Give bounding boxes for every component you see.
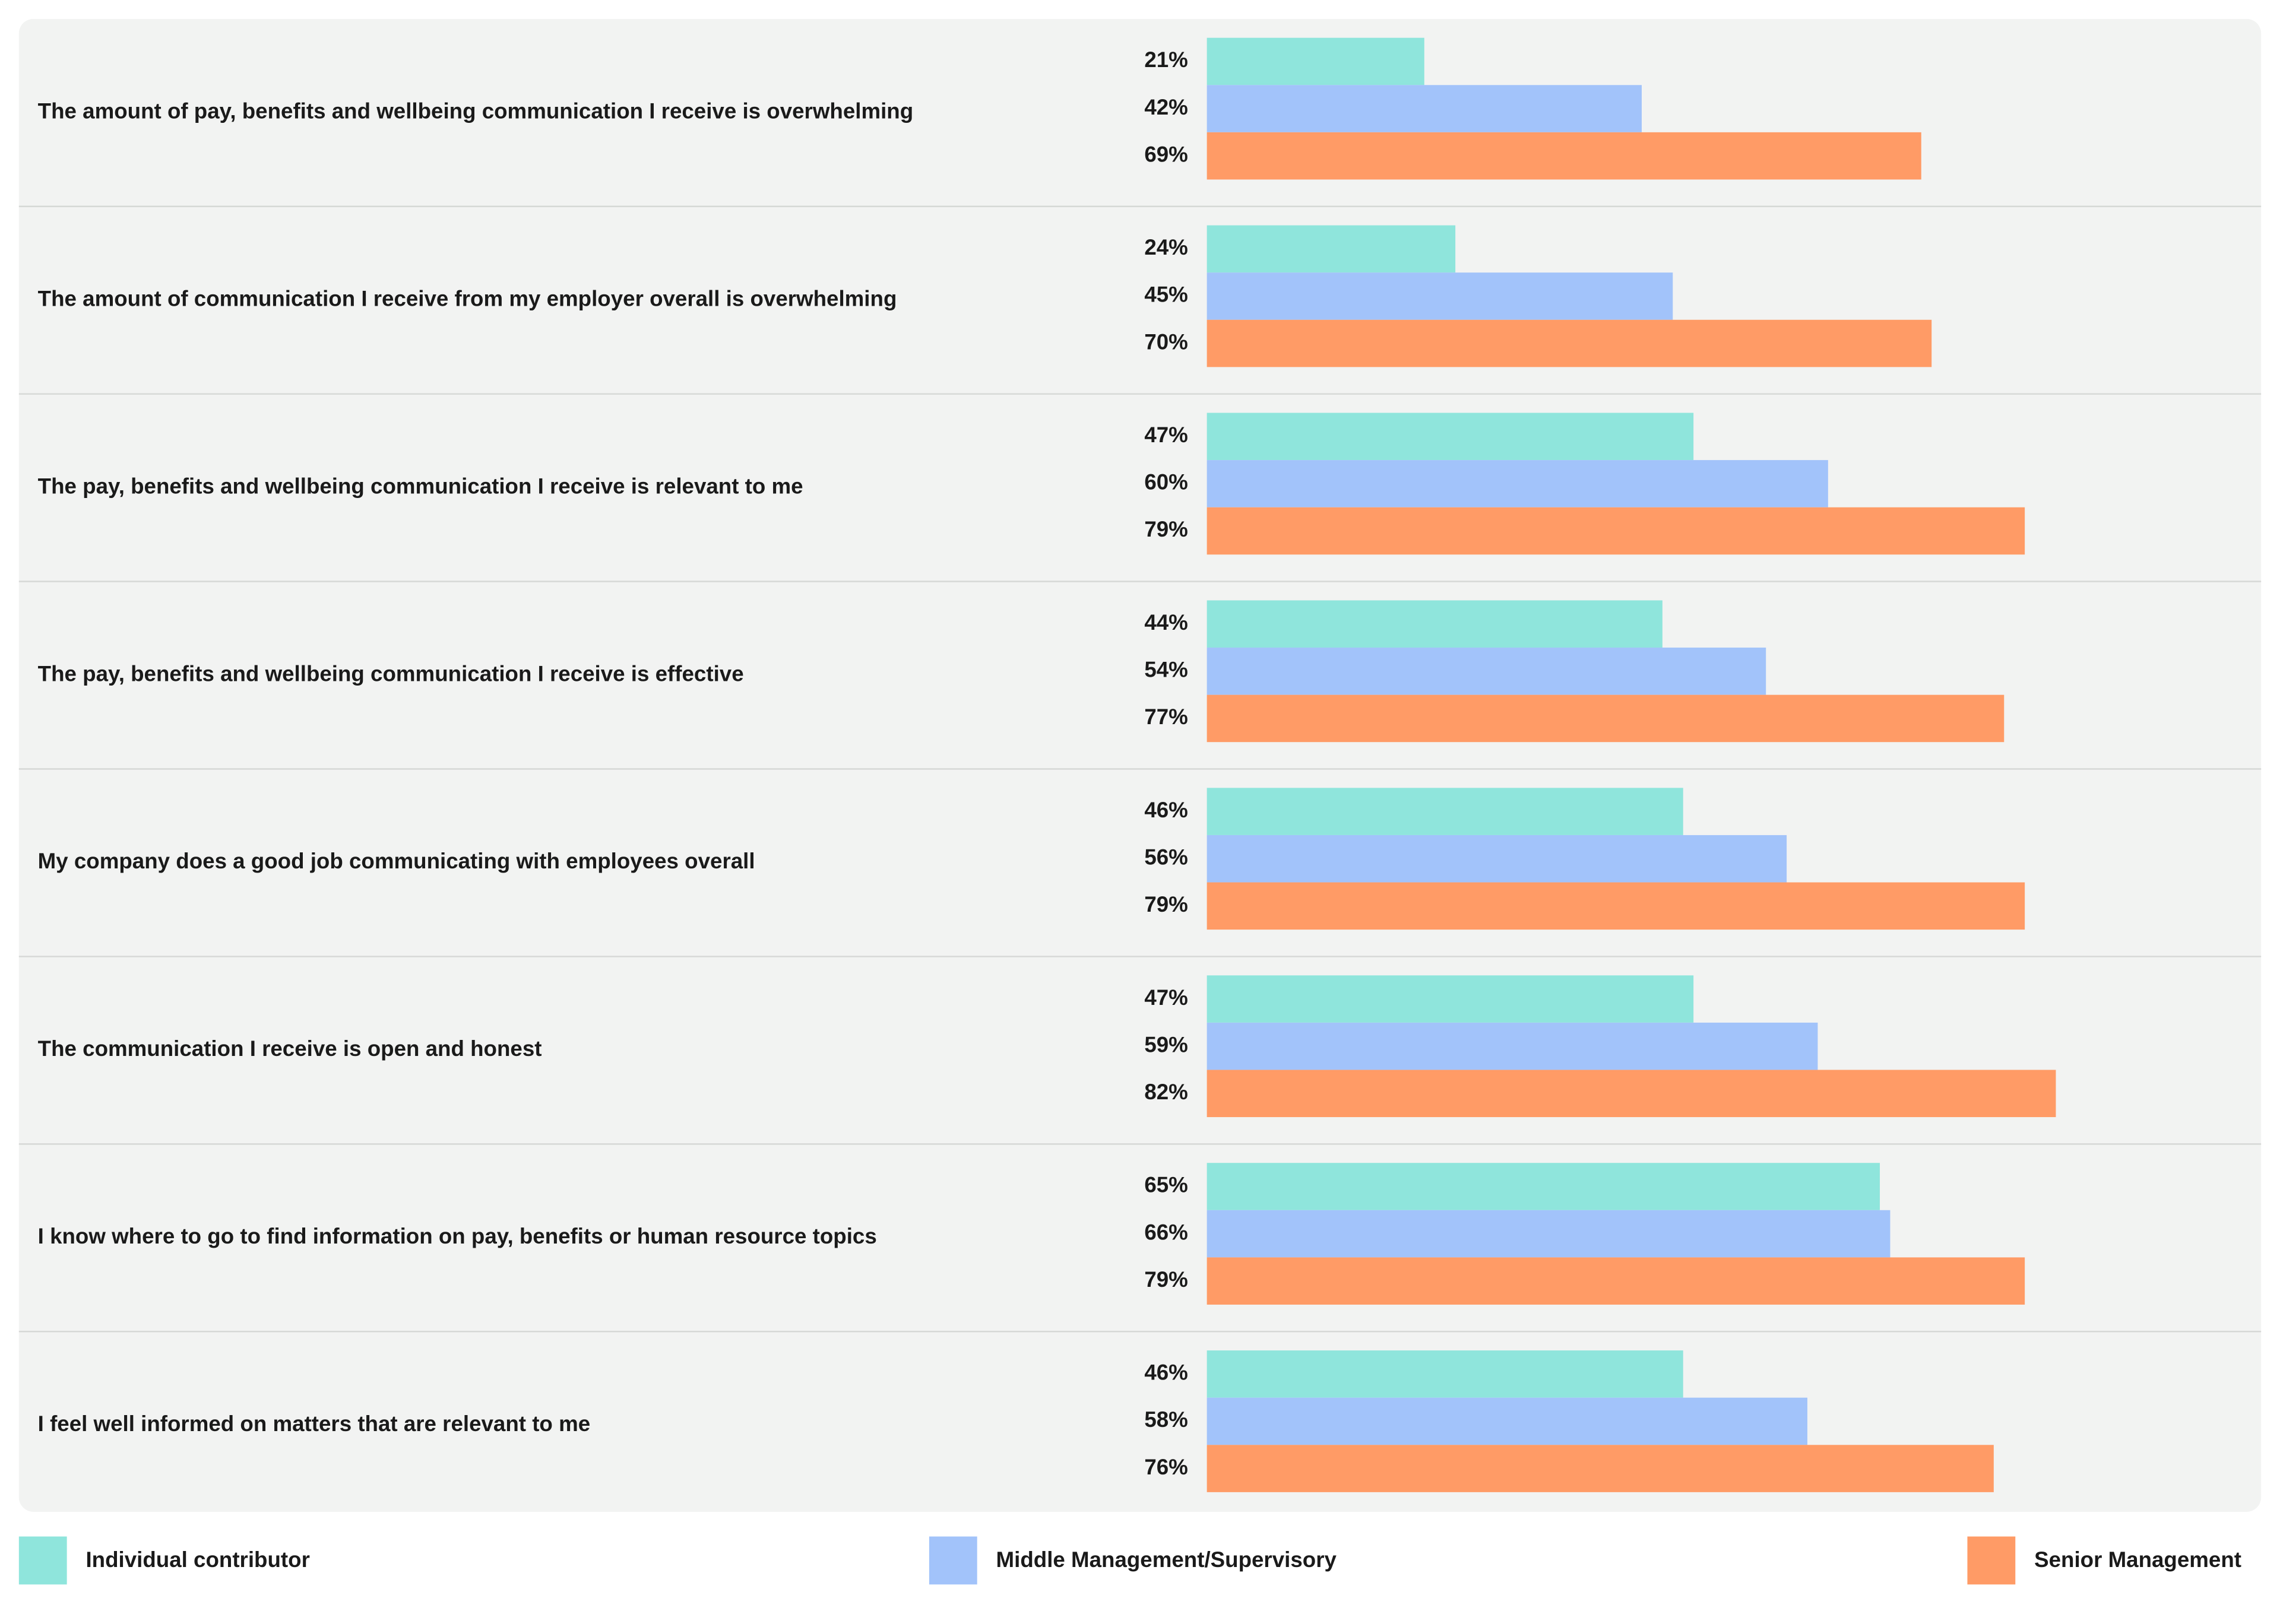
value-label: 21% bbox=[1144, 47, 1188, 72]
value-label: 47% bbox=[1144, 423, 1188, 447]
bar bbox=[1206, 272, 1673, 320]
value-label: 60% bbox=[1144, 470, 1188, 494]
value-label: 79% bbox=[1144, 517, 1188, 541]
category-label: My company does a good job communicating… bbox=[38, 849, 755, 873]
category-label: The amount of communication I receive fr… bbox=[38, 286, 897, 310]
value-label: 59% bbox=[1144, 1032, 1188, 1057]
value-label: 77% bbox=[1144, 705, 1188, 729]
value-label: 66% bbox=[1144, 1220, 1188, 1244]
value-label: 56% bbox=[1144, 845, 1188, 869]
bar bbox=[1206, 835, 1787, 883]
category-label: The pay, benefits and wellbeing communic… bbox=[38, 474, 803, 498]
legend-label: Senior Management bbox=[2034, 1547, 2241, 1572]
bar bbox=[1206, 648, 1766, 695]
category-label: The communication I receive is open and … bbox=[38, 1036, 542, 1061]
category-label: I know where to go to find information o… bbox=[38, 1224, 877, 1248]
bar bbox=[1206, 1210, 1890, 1258]
value-label: 45% bbox=[1144, 283, 1188, 307]
legend-label: Middle Management/Supervisory bbox=[996, 1547, 1337, 1572]
bar bbox=[1206, 37, 1424, 85]
category-label: The pay, benefits and wellbeing communic… bbox=[38, 661, 744, 686]
bar bbox=[1206, 1022, 1818, 1070]
value-label: 47% bbox=[1144, 985, 1188, 1010]
bar bbox=[1206, 788, 1683, 835]
legend-label: Individual contributor bbox=[86, 1547, 309, 1572]
bar bbox=[1206, 694, 2004, 743]
bar bbox=[1206, 460, 1828, 508]
legend-swatch bbox=[929, 1536, 977, 1585]
bar bbox=[1206, 507, 2025, 555]
bar bbox=[1206, 413, 1694, 461]
bar bbox=[1206, 600, 1662, 648]
value-label: 44% bbox=[1144, 610, 1188, 635]
value-label: 58% bbox=[1144, 1407, 1188, 1432]
bar bbox=[1206, 1070, 2056, 1118]
bar bbox=[1206, 1445, 1994, 1492]
value-label: 79% bbox=[1144, 1267, 1188, 1292]
value-label: 82% bbox=[1144, 1080, 1188, 1104]
bar bbox=[1206, 1350, 1683, 1398]
value-label: 69% bbox=[1144, 142, 1188, 166]
bar bbox=[1206, 132, 1921, 180]
value-label: 24% bbox=[1144, 235, 1188, 259]
legend-swatch bbox=[1967, 1536, 2016, 1585]
value-label: 54% bbox=[1144, 658, 1188, 682]
value-label: 65% bbox=[1144, 1173, 1188, 1197]
value-label: 42% bbox=[1144, 95, 1188, 119]
bar bbox=[1206, 225, 1456, 273]
value-label: 76% bbox=[1144, 1455, 1188, 1479]
bar bbox=[1206, 85, 1642, 132]
bar bbox=[1206, 882, 2025, 930]
chart-panel bbox=[18, 18, 2262, 1512]
bar bbox=[1206, 319, 1932, 367]
legend-swatch bbox=[18, 1536, 67, 1585]
value-label: 70% bbox=[1144, 329, 1188, 354]
bar bbox=[1206, 975, 1694, 1023]
value-label: 79% bbox=[1144, 892, 1188, 916]
bar bbox=[1206, 1163, 1880, 1210]
category-label: The amount of pay, benefits and wellbein… bbox=[38, 99, 914, 123]
bar bbox=[1206, 1257, 2025, 1305]
category-label: I feel well informed on matters that are… bbox=[38, 1412, 590, 1436]
value-label: 46% bbox=[1144, 1360, 1188, 1385]
value-label: 46% bbox=[1144, 798, 1188, 822]
bar bbox=[1206, 1397, 1807, 1445]
